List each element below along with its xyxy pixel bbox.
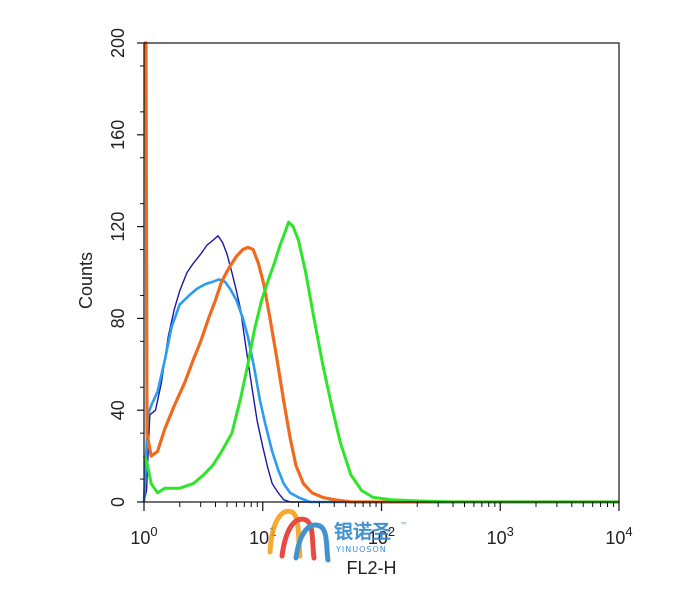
logo-mark-icon [267, 508, 331, 563]
x-tick-label-10000: 104 [605, 524, 632, 548]
x-tick-label-100: 102 [368, 524, 395, 548]
y-tick-label-120: 120 [108, 212, 128, 242]
y-axis-label: Counts [76, 252, 96, 309]
y-tick-label-0: 0 [108, 497, 128, 507]
x-tick-label-1000: 103 [487, 524, 514, 548]
x-tick-label-1: 100 [130, 524, 157, 548]
watermark-english-text: YINUOSON [335, 545, 387, 554]
watermark-logo: 银诺圣 YINUOSON ™ [267, 508, 409, 563]
series-line-3 [144, 41, 619, 504]
watermark-trademark: ™ [400, 521, 409, 530]
series-layer [142, 41, 619, 504]
y-tick-label-200: 200 [108, 28, 128, 58]
watermark-chinese-text: 银诺圣 [334, 520, 392, 543]
y-tick-label-160: 160 [108, 120, 128, 150]
series-line-4 [142, 220, 619, 504]
series-line-2 [142, 278, 619, 504]
x-axis-label: FL2-H [346, 558, 396, 578]
plot-frame [143, 42, 620, 503]
y-tick-label-40: 40 [108, 400, 128, 420]
y-tick-label-80: 80 [108, 308, 128, 328]
